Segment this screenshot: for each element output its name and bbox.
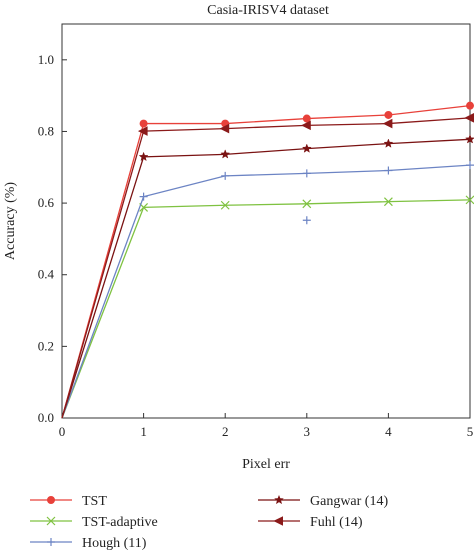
series-fuhl-14 [61, 113, 474, 419]
outlier-point [302, 216, 311, 225]
x-tick-label: 0 [59, 424, 66, 439]
axes [61, 23, 471, 419]
data-point [220, 149, 231, 159]
data-point [383, 138, 394, 148]
data-point [138, 151, 149, 162]
data-point [466, 101, 474, 110]
legend-label: TST [82, 494, 107, 509]
y-tick-label: 0.0 [38, 410, 54, 425]
chart-title: Casia-IRISV4 dataset [207, 3, 329, 18]
plot-frame [61, 23, 471, 419]
y-tick-label: 0.2 [38, 338, 54, 353]
legend-item: TST-adaptive [30, 515, 158, 530]
data-point [137, 126, 148, 136]
series-layer [61, 101, 474, 419]
legend-label: TST-adaptive [82, 515, 158, 530]
data-point [219, 123, 230, 134]
legend-marker [274, 494, 284, 505]
series-line [61, 164, 471, 419]
legend-item: TST [30, 494, 107, 509]
x-tick-label: 3 [304, 424, 311, 439]
legend-label: Hough (11) [82, 536, 147, 551]
data-point [220, 200, 230, 210]
series-line [61, 105, 471, 419]
series-line [61, 117, 471, 419]
legend-marker [47, 538, 55, 546]
data-point [139, 119, 148, 128]
y-tick-label: 0.8 [38, 123, 54, 138]
data-point [301, 120, 311, 131]
ticks: 0 1 2 3 4 5 0.0 0.2 0.4 0.6 0.8 1.0 [38, 52, 474, 439]
legend: TST TST-adaptive Hough (11) Gangwar (14) Fuh… [30, 494, 388, 551]
series-hough-11 [61, 161, 474, 419]
legend-marker [273, 516, 283, 526]
series-tst-adaptive [61, 195, 474, 419]
data-point [302, 169, 311, 178]
y-tick-label: 1.0 [38, 52, 54, 67]
data-point [383, 197, 393, 207]
legend-item: Gangwar (14) [258, 494, 388, 509]
legend-label: Fuhl (14) [310, 515, 363, 530]
data-point [382, 118, 393, 129]
legend-marker [46, 516, 56, 526]
x-axis-label: Pixel err [242, 457, 290, 472]
data-point [302, 114, 311, 123]
y-tick-label: 0.6 [38, 195, 55, 210]
data-point [301, 143, 312, 153]
y-tick-label: 0.4 [38, 267, 55, 282]
data-point [465, 134, 474, 144]
y-axis-label: Accuracy (%) [3, 182, 18, 260]
legend-item: Hough (11) [30, 536, 147, 551]
x-tick-label: 5 [467, 424, 474, 439]
data-point [221, 171, 230, 180]
legend-marker [47, 496, 55, 504]
legend-item: Fuhl (14) [258, 515, 363, 530]
series-tst [61, 101, 474, 419]
x-tick-label: 4 [385, 424, 392, 439]
legend-label: Gangwar (14) [310, 494, 388, 509]
data-point [466, 161, 474, 170]
series-line [61, 199, 471, 419]
series-gangwar-14 [61, 134, 474, 419]
series-line [61, 138, 471, 419]
x-tick-label: 2 [222, 424, 229, 439]
data-point [302, 199, 312, 209]
data-point [384, 166, 393, 175]
x-tick-label: 1 [140, 424, 147, 439]
data-point [465, 195, 474, 205]
data-point [139, 192, 148, 201]
data-point [384, 110, 393, 119]
